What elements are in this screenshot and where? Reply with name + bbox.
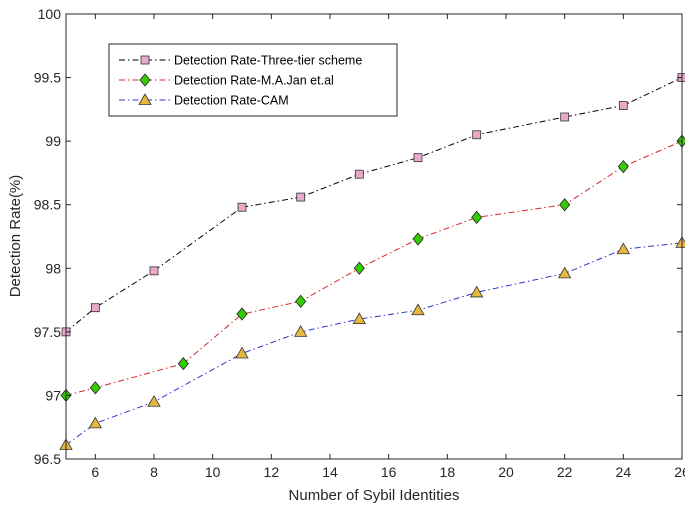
data-point-2-10	[617, 159, 629, 174]
legend-label-3: Detection Rate-CAM	[174, 94, 289, 108]
y-axis-label: Detection Rate(%)	[7, 175, 24, 298]
y-tick-label: 99	[45, 133, 61, 149]
data-point-1-3	[149, 266, 159, 276]
data-point-1-6	[354, 169, 364, 179]
series-line-3	[65, 242, 683, 446]
data-point-1-10	[618, 101, 628, 110]
data-point-2-9	[559, 198, 571, 212]
x-axis-label: Number of Sybil Identities	[289, 487, 460, 504]
y-tick-label: 97.5	[34, 324, 61, 340]
data-point-2-5	[295, 294, 307, 308]
data-point-1-5	[296, 192, 306, 202]
x-tick-label: 8	[150, 464, 158, 480]
data-point-3-8	[469, 285, 484, 298]
data-point-1-9	[560, 112, 570, 122]
x-tick-label: 24	[616, 464, 632, 480]
axes-box	[65, 13, 683, 460]
data-point-3-5	[293, 325, 308, 337]
axes-layer: 6 8 10 12 14 16 18 20 22 24 26 96.5 97 97.5 98 98.5 99 99…	[34, 6, 685, 480]
x-tick-label: 12	[264, 464, 280, 480]
legend-marker-2	[139, 73, 151, 87]
legend-marker-1	[140, 55, 150, 65]
x-tick-label: 18	[440, 464, 456, 480]
data-point-1-7	[413, 153, 423, 163]
y-tick-label: 97	[45, 387, 61, 403]
x-tick-label: 10	[205, 464, 221, 480]
y-tick-label: 100	[38, 6, 62, 22]
data-point-3-10	[616, 242, 631, 255]
x-tick-label: 22	[557, 464, 573, 480]
legend-label-1: Detection Rate-Three-tier scheme	[174, 54, 362, 68]
y-tick-label: 96.5	[34, 451, 61, 467]
data-point-2-2	[89, 381, 101, 395]
data-point-2-4	[236, 307, 248, 321]
x-tick-label: 14	[322, 464, 338, 480]
data-point-1-4	[237, 202, 247, 212]
data-point-2-7	[412, 232, 424, 246]
legend-box	[108, 43, 398, 117]
data-point-3-2	[88, 416, 103, 429]
x-tick-label: 6	[91, 464, 99, 480]
data-point-2-3	[177, 357, 189, 371]
y-tick-label: 98	[45, 260, 61, 276]
data-point-2-8	[471, 210, 483, 225]
legend-marker-3	[138, 93, 152, 105]
x-tick-label: 16	[381, 464, 397, 480]
data-point-3-6	[352, 312, 367, 325]
data-point-3-7	[411, 303, 425, 316]
data-point-2-6	[353, 261, 365, 275]
data-point-3-4	[235, 346, 249, 359]
y-tick-label: 98.5	[34, 197, 61, 213]
data-point-3-9	[557, 266, 572, 279]
data-point-1-8	[472, 130, 482, 140]
x-tick-label: 26	[674, 464, 685, 480]
legend: Detection Rate-Three-tier scheme Detectio…	[108, 43, 398, 117]
x-tick-label: 20	[498, 464, 514, 480]
legend-label-2: Detection Rate-M.A.Jan et.al	[174, 74, 334, 88]
data-point-1-2	[90, 303, 100, 313]
data-point-3-3	[147, 394, 161, 407]
y-tick-label: 99.5	[34, 70, 61, 86]
